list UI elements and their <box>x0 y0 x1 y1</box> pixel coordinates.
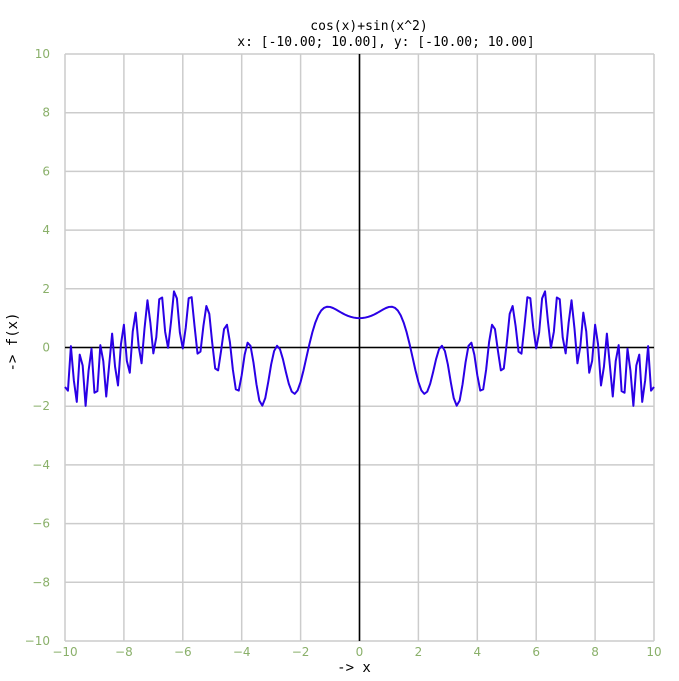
curve-layer <box>64 290 655 407</box>
x-tick-label: −8 <box>115 645 133 659</box>
y-tick-label: 6 <box>42 164 50 178</box>
x-tick-label: −4 <box>233 645 251 659</box>
y-tick-label: 4 <box>42 223 50 237</box>
y-tick-label: 2 <box>42 282 50 296</box>
y-tick-label: −8 <box>32 575 50 589</box>
x-tick-label: 8 <box>591 645 599 659</box>
series-line <box>64 290 655 407</box>
y-tick-label: −4 <box>32 458 50 472</box>
x-tick-label: −2 <box>292 645 310 659</box>
x-tick-label: 10 <box>646 645 661 659</box>
y-tick-label: 8 <box>42 106 50 120</box>
y-tick-label: −10 <box>25 634 50 648</box>
x-tick-label: 4 <box>473 645 481 659</box>
chart-title: cos(x)+sin(x^2) <box>310 19 427 34</box>
chart-subtitle: x: [-10.00; 10.00], y: [-10.00; 10.00] <box>237 35 534 50</box>
axes <box>65 54 654 641</box>
x-tick-label: 0 <box>356 645 364 659</box>
y-tick-label: 10 <box>35 47 50 61</box>
x-axis-label: -> x <box>337 660 371 676</box>
x-tick-label: 2 <box>415 645 423 659</box>
y-axis-label: -> f(x) <box>5 312 21 371</box>
x-tick-label: 6 <box>532 645 540 659</box>
y-tick-label: 0 <box>42 341 50 355</box>
y-tick-label: −2 <box>32 399 50 413</box>
x-tick-label: −10 <box>52 645 77 659</box>
tick-labels: −10 −8 −6 −4 −2 0 2 4 6 8 10 −10 −8 −6 −4 −2 0 2 4 6 8 10 <box>25 47 662 659</box>
y-tick-label: −6 <box>32 517 50 531</box>
x-tick-label: −6 <box>174 645 192 659</box>
